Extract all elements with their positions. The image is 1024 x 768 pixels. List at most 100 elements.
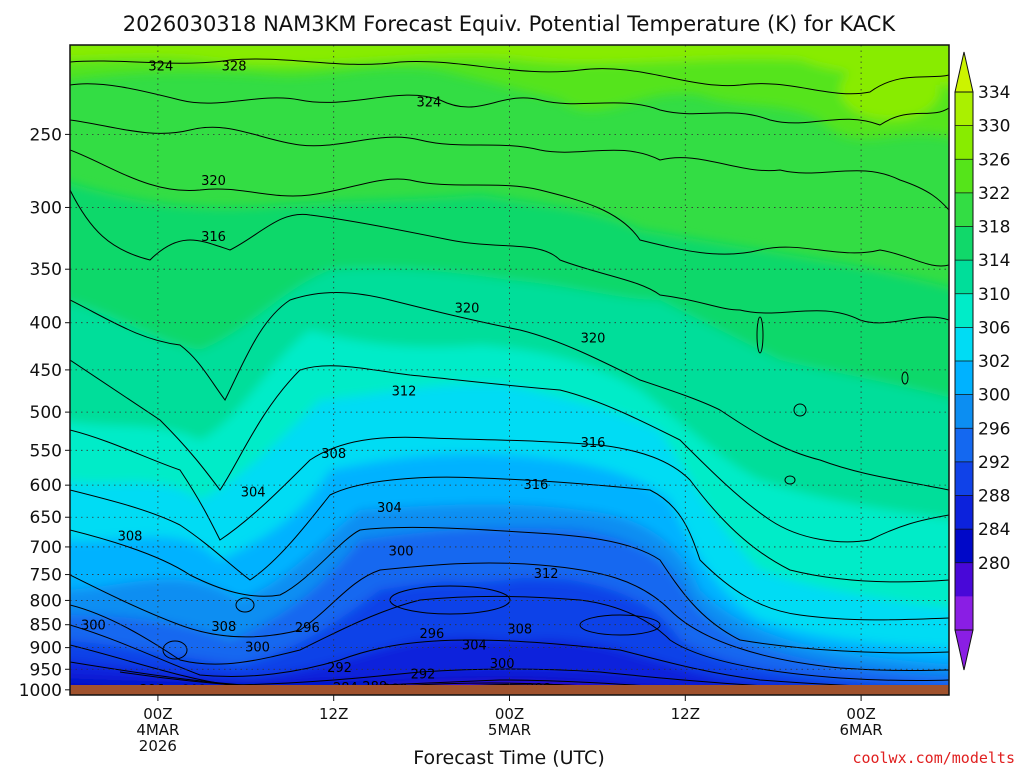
contour-label: 300 xyxy=(490,657,515,672)
colorbar-bottom-arrow xyxy=(954,629,974,671)
y-tick-label: 950 xyxy=(30,660,62,680)
contour-label: 320 xyxy=(201,174,226,189)
contour-line xyxy=(70,83,949,126)
colorbar-segment xyxy=(955,226,973,261)
contour-label: 304 xyxy=(377,501,402,516)
fill-blob-c xyxy=(840,60,940,120)
y-tick-label: 750 xyxy=(30,566,62,586)
contour-line xyxy=(70,58,949,95)
contour-label: 296 xyxy=(419,627,444,642)
colorbar-segment xyxy=(955,159,973,194)
contour-loop xyxy=(901,371,909,385)
contour-label: 300 xyxy=(245,641,270,656)
contour-label: 308 xyxy=(211,620,236,635)
colorbar-label: 306 xyxy=(978,318,1010,338)
contour-line xyxy=(70,562,949,671)
x-tick-label: 12Z xyxy=(671,705,700,723)
plot-area: 324 3283243203163203203123163083163043043… xyxy=(70,45,949,695)
contour-label: 296 xyxy=(295,621,320,636)
contour-label: 324 xyxy=(417,96,442,111)
contour-label: 320 xyxy=(455,301,480,316)
contour-label: 308 xyxy=(321,447,346,462)
contour-label: 324 xyxy=(148,59,173,74)
contour-label: 312 xyxy=(392,385,417,400)
fill-326 xyxy=(70,45,949,139)
contour-loop xyxy=(162,640,188,660)
contour-label: 300 xyxy=(389,544,414,559)
colorbar-label: 292 xyxy=(978,453,1010,473)
contour-label: 312 xyxy=(534,567,559,582)
x-tick-label: 2026 xyxy=(139,737,177,755)
fill-330 xyxy=(70,45,949,87)
y-axis: 250 300 350 400 450 500 550 600 650 700 750 800 850 9… xyxy=(19,125,70,701)
y-tick-label: 500 xyxy=(30,403,62,423)
contour-label: 308 xyxy=(507,622,532,637)
contour-line xyxy=(70,189,949,324)
contour-label: 316 xyxy=(523,478,548,493)
x-axis-label: Forecast Time (UTC) xyxy=(413,747,604,768)
y-tick-label: 350 xyxy=(30,260,62,280)
contour-loop xyxy=(579,614,661,636)
colorbar-segment xyxy=(955,327,973,362)
x-tick-label: 5MAR xyxy=(488,721,531,739)
colorbar-segment xyxy=(955,562,973,597)
colorbar-segment xyxy=(955,293,973,328)
contour-line xyxy=(70,292,949,491)
fill-blob-b xyxy=(380,538,560,582)
y-gridlines xyxy=(70,134,949,691)
colorbar-segment xyxy=(955,529,973,564)
y-tick-label: 400 xyxy=(30,314,62,334)
contour-label: 316 xyxy=(201,230,226,245)
colorbar-label: 318 xyxy=(978,218,1010,238)
colorbar-segment xyxy=(955,260,973,295)
colorbar-label: 326 xyxy=(978,150,1010,170)
colorbar-label: 302 xyxy=(978,352,1010,372)
contour-label: 316 xyxy=(581,436,606,451)
y-tick-label: 600 xyxy=(30,476,62,496)
contour-loop xyxy=(784,475,796,485)
contour-loop xyxy=(389,585,511,615)
colorbar-segment xyxy=(955,192,973,227)
y-tick-label: 650 xyxy=(30,508,62,528)
contour-loop xyxy=(793,403,807,417)
y-tick-label: 250 xyxy=(30,125,62,145)
contour-line xyxy=(70,595,949,681)
x-tick-label: 6MAR xyxy=(840,721,883,739)
contour-label: 304 xyxy=(241,485,266,500)
contour-line xyxy=(70,119,949,211)
y-tick-label: 1000 xyxy=(19,681,62,701)
colorbar: 334 330 326 322 318 314 310 306 302 300 296 292 288 2… xyxy=(954,51,1010,671)
colorbar-label: 330 xyxy=(978,117,1010,137)
chart-title: 2026030318 NAM3KM Forecast Equiv. Potent… xyxy=(123,12,897,36)
y-tick-label: 900 xyxy=(30,639,62,659)
colorbar-segment xyxy=(955,361,973,396)
colorbar-label: 322 xyxy=(978,184,1010,204)
colorbar-label: 300 xyxy=(978,386,1010,406)
contour-line xyxy=(70,429,949,583)
colorbar-segment xyxy=(955,125,973,160)
colorbar-label: 310 xyxy=(978,285,1010,305)
colorbar-label: 334 xyxy=(978,83,1010,103)
contour-label: 320 xyxy=(581,331,606,346)
contour-label: 304 xyxy=(462,638,487,653)
x-tick-label: 00Z xyxy=(143,705,172,723)
x-tick-label: 12Z xyxy=(319,705,348,723)
x-tick-label: 4MAR xyxy=(136,721,179,739)
contour-line xyxy=(70,526,949,654)
contour-loop xyxy=(756,316,764,354)
colorbar-segment xyxy=(955,394,973,429)
credit-text: coolwx.com/modelts xyxy=(852,749,1015,767)
contour-line xyxy=(70,476,949,621)
contour-label: 300 xyxy=(81,619,106,634)
contour-loop xyxy=(235,597,255,613)
y-tick-label: 800 xyxy=(30,591,62,611)
y-tick-label: 550 xyxy=(30,441,62,461)
colorbar-segment xyxy=(955,461,973,496)
x-gridlines xyxy=(157,45,862,695)
y-tick-label: 850 xyxy=(30,616,62,636)
colorbar-segment xyxy=(955,495,973,530)
y-tick-label: 300 xyxy=(30,198,62,218)
contour-label: 292 xyxy=(411,668,436,683)
